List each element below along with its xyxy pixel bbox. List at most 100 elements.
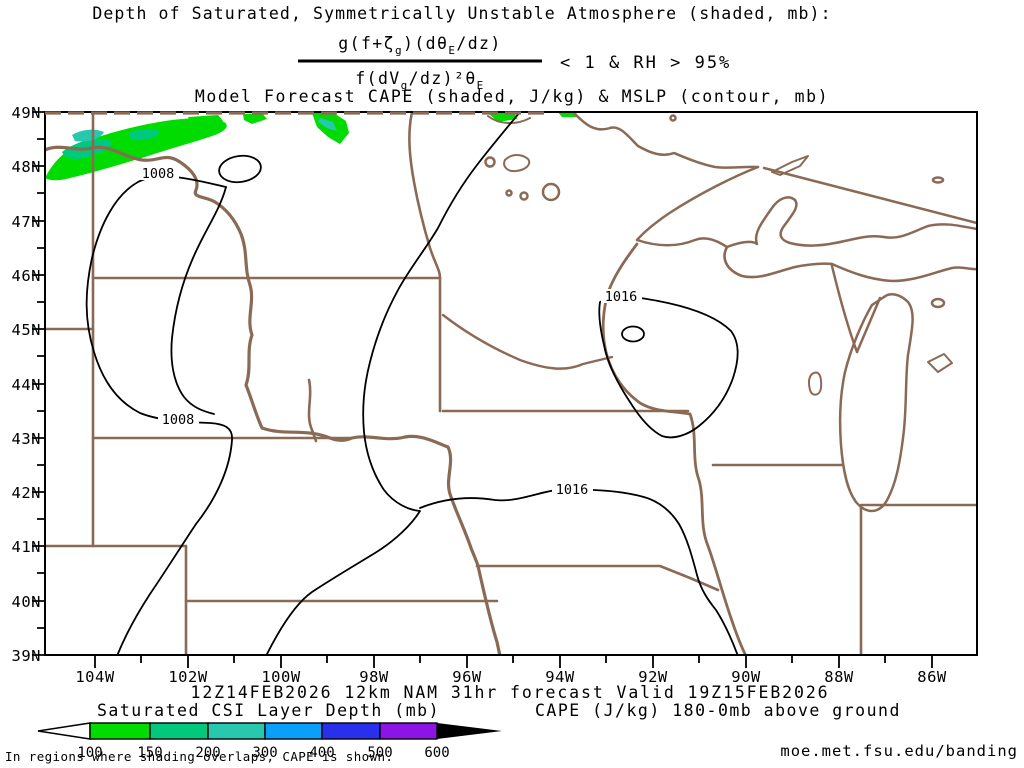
border-wi-mi <box>723 245 834 279</box>
up-south-shore <box>830 262 977 283</box>
isle-royale <box>771 155 809 176</box>
green-bay-shore <box>830 264 859 354</box>
colorbar-right-arrow <box>437 723 502 739</box>
mn-lake <box>505 189 513 197</box>
contour-1016-long <box>265 112 521 655</box>
state-borders <box>45 112 977 655</box>
shade-turquoise-patch <box>72 129 104 142</box>
up-lake <box>930 297 946 309</box>
lon-label: 94W <box>545 668 575 686</box>
colorbar-tick: 500 <box>367 745 392 761</box>
lake-michigan <box>838 293 914 513</box>
lat-label: 49N <box>12 104 42 122</box>
beaver-island <box>927 353 953 373</box>
lake-superior-south-shore <box>635 196 977 249</box>
shade-green-patch <box>188 115 223 125</box>
colorbar-tick: 100 <box>77 745 102 761</box>
colorbar-tick: 300 <box>252 745 277 761</box>
superior-island <box>931 176 945 184</box>
lon-label: 98W <box>359 668 389 686</box>
lat-label: 43N <box>12 430 42 448</box>
shade-green-patch <box>243 113 267 124</box>
contour-label-bg <box>552 482 593 496</box>
mslp-contours <box>85 112 739 655</box>
contour-label-bg <box>138 166 179 180</box>
lon-label: 102W <box>168 668 207 686</box>
lat-label: 39N <box>12 647 42 665</box>
colorbar: 100 150 200 300 400 500 600 <box>37 722 502 761</box>
door-peninsula <box>855 296 882 354</box>
lon-label: 100W <box>261 668 300 686</box>
contour-label-bg <box>158 412 199 426</box>
colorbar-left-arrow <box>37 722 91 740</box>
lon-label: 96W <box>452 668 482 686</box>
mille-lacs-lake <box>541 182 561 202</box>
border-ia-mo <box>475 564 720 592</box>
lon-label: 90W <box>731 668 761 686</box>
colorbar-tick: 400 <box>309 745 334 761</box>
canada-border-lakes <box>573 112 760 169</box>
rivers <box>45 112 748 655</box>
lakes-shorelines <box>484 112 977 513</box>
page-title: Depth of Saturated, Symmetrically Unstab… <box>92 4 831 23</box>
contour-label: 1008 <box>142 166 175 182</box>
mn-lake <box>519 191 529 201</box>
lon-label: 92W <box>638 668 668 686</box>
lat-label: 48N <box>12 158 42 176</box>
colorbar-segment <box>264 722 323 740</box>
colorbar-tick: 150 <box>137 745 162 761</box>
border-island <box>669 114 677 122</box>
lat-label: 46N <box>12 267 42 285</box>
lat-minor-ticks <box>37 138 45 629</box>
lon-label: 104W <box>75 668 114 686</box>
red-lake <box>503 154 531 173</box>
lat-axis <box>32 111 45 656</box>
canada-border-lake-superior <box>762 166 977 225</box>
lake-winnebago <box>807 371 823 396</box>
lat-label: 47N <box>12 213 42 231</box>
contour-1016-south <box>419 488 739 655</box>
shade-teal-patch <box>128 128 160 141</box>
james-river <box>307 378 318 443</box>
missouri-river <box>45 145 502 655</box>
lon-label: 88W <box>824 668 854 686</box>
colorbar-tick: 600 <box>424 745 449 761</box>
lat-label: 44N <box>12 376 42 394</box>
source-url-link[interactable]: moe.met.fsu.edu/banding <box>780 742 1018 760</box>
colorbar-tick: 200 <box>195 745 220 761</box>
shade-turquoise-patch <box>318 118 337 131</box>
contour-1016-loop <box>598 296 739 439</box>
contour-1016-inner-oval <box>621 325 645 343</box>
contour-label: 1016 <box>556 482 589 498</box>
contour-label: 1016 <box>605 289 638 305</box>
red-river <box>408 112 442 280</box>
lat-label: 41N <box>12 538 42 556</box>
lat-label: 40N <box>12 593 42 611</box>
contour-1008-inner <box>170 186 227 415</box>
contour-1008-oval <box>218 154 262 184</box>
shade-green-patch <box>558 112 577 117</box>
overlap-note: In regions where shading overlaps, CAPE … <box>5 749 393 764</box>
colorbar-segment <box>149 722 209 740</box>
colorbar-segment <box>379 722 438 740</box>
minnesota-river <box>441 313 614 370</box>
legend-right-title: CAPE (J/kg) 180-0mb above ground <box>535 701 901 720</box>
contour-label: 1008 <box>162 412 195 428</box>
subtitle: Model Forecast CAPE (shaded, J/kg) & MSL… <box>195 87 829 106</box>
lat-label: 42N <box>12 484 42 502</box>
mn-lake <box>484 156 496 168</box>
formula-denominator: f(dVg/dz)²θE <box>355 69 484 92</box>
lon-labels: 104W 102W 100W 98W 96W 94W 92W 90W 88W 8… <box>75 668 947 686</box>
lon-label: 86W <box>917 668 947 686</box>
lat-major-ticks <box>32 111 45 656</box>
lake-of-the-woods <box>487 115 531 124</box>
lon-major-ticks <box>94 655 933 668</box>
contour-label-bg <box>601 289 642 303</box>
csi-shading <box>45 112 577 181</box>
valid-time-line: 12Z14FEB2026 12km NAM 31hr forecast Vali… <box>190 683 829 702</box>
contour-labels: 1008 1008 1016 1016 <box>138 166 642 498</box>
lake-superior-north-shore <box>635 165 760 242</box>
mississippi-river <box>688 412 748 655</box>
formula-condition: < 1 & RH > 95% <box>560 53 731 73</box>
